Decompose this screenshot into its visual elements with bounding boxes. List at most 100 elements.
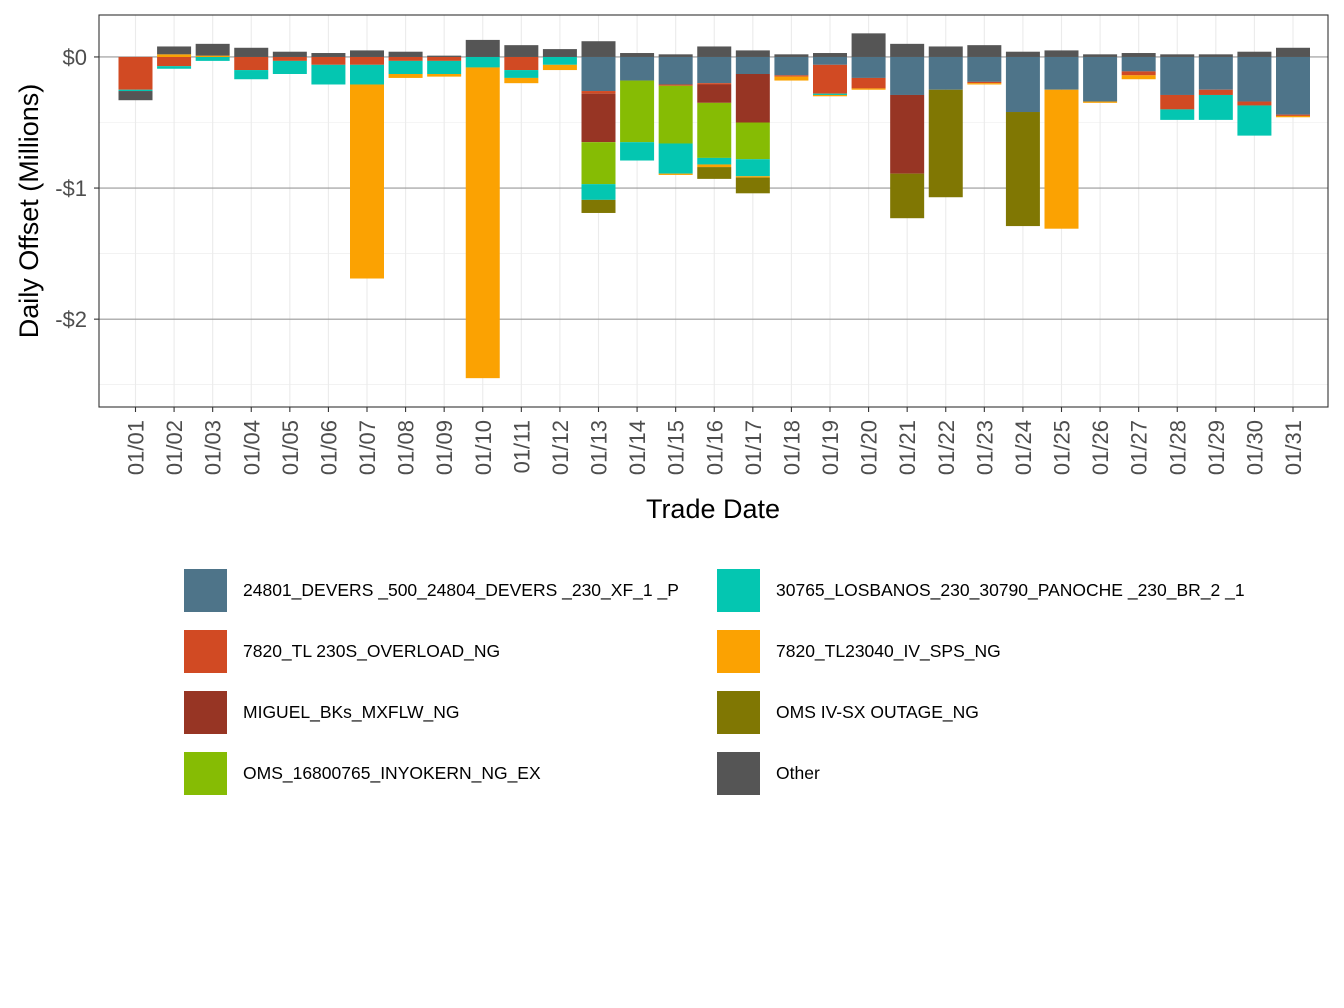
bar-segment <box>851 56 886 78</box>
bar-segment <box>465 67 500 379</box>
bar-segment <box>967 56 1002 82</box>
bar-segment <box>1198 94 1233 120</box>
bar-segment <box>735 177 770 194</box>
bar-segment <box>272 60 307 74</box>
bar-segment <box>350 50 384 57</box>
x-tick-label: 01/21 <box>895 420 920 475</box>
bar-segment <box>1198 89 1233 95</box>
legend-item: 7820_TL 230S_OVERLOAD_NG <box>184 629 500 673</box>
bar-segment <box>890 173 925 219</box>
x-tick-label: 01/25 <box>1050 420 1075 475</box>
x-tick-label: 01/04 <box>239 420 264 475</box>
legend-swatch <box>717 629 760 673</box>
bar-segment <box>851 33 886 57</box>
bar-segment <box>620 56 655 81</box>
bar-segment <box>581 41 616 57</box>
bar-segment <box>620 142 655 161</box>
bar-segment <box>658 56 693 85</box>
legend-label: Other <box>776 762 820 783</box>
legend-label: OMS_16800765_INYOKERN_NG_EX <box>243 762 541 783</box>
legend-swatch <box>184 751 227 795</box>
y-tick-label: $0 <box>63 45 87 70</box>
bar-segment <box>697 46 732 57</box>
x-tick-label: 01/06 <box>316 420 341 475</box>
bar-segment <box>504 70 539 78</box>
x-tick-label: 01/30 <box>1242 420 1267 475</box>
bar-segment <box>1276 115 1310 118</box>
y-axis-title: Daily Offset (Millions) <box>14 84 44 339</box>
bar-segment <box>542 49 577 57</box>
legend-item: Other <box>717 751 820 795</box>
legend-item: MIGUEL_BKs_MXFLW_NG <box>184 690 460 734</box>
bar-segment <box>1044 56 1079 90</box>
bar-segment <box>504 77 539 84</box>
bar-segment <box>813 56 847 65</box>
bar-segment <box>928 56 963 90</box>
x-tick-label: 01/02 <box>162 420 187 475</box>
bar-segment <box>735 159 770 177</box>
bar-segment <box>813 94 847 97</box>
bar-segment <box>1160 54 1195 57</box>
bar-segment <box>1237 101 1272 106</box>
bar-segment <box>311 56 346 65</box>
x-tick-label: 01/17 <box>741 420 766 475</box>
bar-segment <box>195 43 230 56</box>
bar-segment <box>890 94 925 174</box>
legend-label: 24801_DEVERS _500_24804_DEVERS _230_XF_1… <box>243 579 679 600</box>
x-tick-label: 01/29 <box>1204 420 1229 475</box>
bar-segment <box>157 46 192 55</box>
bar-segment <box>658 173 693 175</box>
bar-segment <box>1276 56 1310 115</box>
x-tick-label: 01/11 <box>509 420 534 473</box>
bar-segment <box>195 55 230 57</box>
bar-segment <box>735 56 770 74</box>
bar-segment <box>697 56 732 84</box>
legend-swatch <box>717 690 760 734</box>
bar-segment <box>388 73 423 78</box>
y-tick-label: -$1 <box>55 176 87 201</box>
legend-swatch <box>184 568 227 612</box>
bar-segment <box>735 176 770 178</box>
bar-segment <box>118 56 153 90</box>
legend: 24801_DEVERS _500_24804_DEVERS _230_XF_1… <box>184 568 1304 808</box>
bar-segment <box>542 64 577 71</box>
bar-segment <box>967 83 1002 85</box>
bar-segment <box>697 84 732 103</box>
bar-segment <box>658 54 693 57</box>
x-tick-label: 01/16 <box>702 420 727 475</box>
x-tick-label: 01/26 <box>1088 420 1113 475</box>
legend-label: 30765_LOSBANOS_230_30790_PANOCHE _230_BR… <box>776 579 1245 600</box>
bar-segment <box>427 73 462 77</box>
bar-segment <box>851 77 886 89</box>
bar-segment <box>1276 114 1310 116</box>
x-axis-title: Trade Date <box>646 494 780 524</box>
x-tick-label: 01/31 <box>1281 420 1306 475</box>
legend-item: 30765_LOSBANOS_230_30790_PANOCHE _230_BR… <box>717 568 1245 612</box>
x-tick-label: 01/20 <box>857 420 882 475</box>
bar-segment <box>581 56 616 92</box>
legend-swatch <box>184 629 227 673</box>
bar-segment <box>813 53 847 57</box>
y-tick-label: -$2 <box>55 307 87 332</box>
legend-label: MIGUEL_BKs_MXFLW_NG <box>243 701 460 722</box>
bar-segment <box>1121 56 1156 72</box>
bar-segment <box>504 56 539 71</box>
bar-segment <box>851 88 886 90</box>
bar-segment <box>774 56 809 76</box>
x-tick-label: 01/07 <box>355 420 380 475</box>
x-tick-label: 01/10 <box>471 420 496 475</box>
bar-segment <box>735 122 770 160</box>
bar-segment <box>1083 54 1118 57</box>
x-tick-label: 01/14 <box>625 420 650 475</box>
bar-segment <box>234 70 269 80</box>
legend-swatch <box>717 751 760 795</box>
bar-segment <box>658 143 693 174</box>
bar-segment <box>658 85 693 144</box>
bar-segment <box>388 60 423 74</box>
plot-panel-border <box>98 14 1329 408</box>
bar-segment <box>697 157 732 165</box>
bar-segment <box>542 56 577 65</box>
bar-segment <box>890 43 925 57</box>
bar-segment <box>1121 75 1156 80</box>
x-tick-label: 01/22 <box>934 420 959 475</box>
